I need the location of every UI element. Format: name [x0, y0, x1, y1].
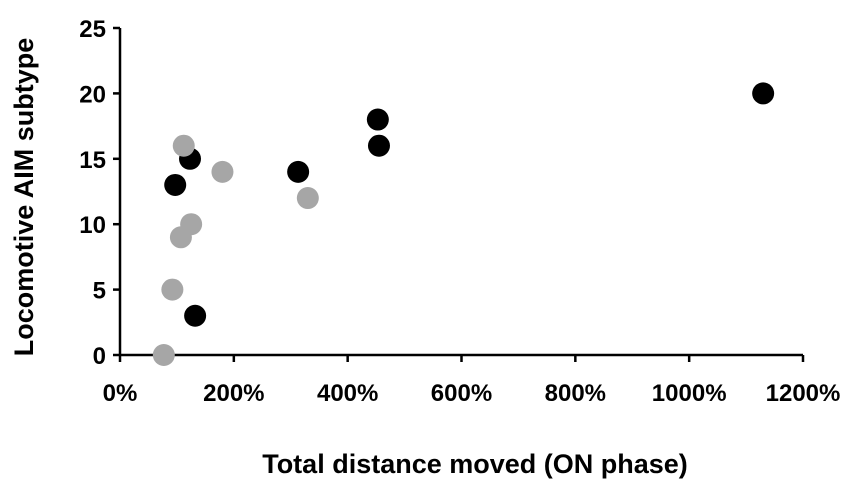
x-axis: 0% 200% 400% 600% 800% 1000% 1200%	[103, 353, 841, 407]
data-point-gray	[161, 278, 184, 301]
x-tick-label: 1200%	[766, 380, 841, 407]
y-tick-label: 5	[93, 278, 106, 305]
y-axis: 0 5 10 15 20 25	[79, 16, 122, 370]
data-point-black	[164, 173, 187, 196]
data-point-black	[367, 134, 390, 157]
data-point-black	[287, 160, 310, 183]
y-tick-label: 20	[79, 81, 106, 108]
y-tick-label: 15	[79, 147, 106, 174]
x-tick-label: 400%	[317, 380, 378, 407]
x-axis-title: Total distance moved (ON phase)	[262, 449, 688, 479]
x-tick-label: 1000%	[652, 380, 727, 407]
data-points	[152, 82, 775, 366]
y-tick-label: 0	[93, 343, 106, 370]
data-point-gray	[172, 134, 195, 157]
data-point-gray	[296, 187, 319, 210]
data-point-gray	[211, 160, 234, 183]
data-point-black	[184, 304, 207, 327]
y-axis-title: Locomotive AIM subtype	[9, 38, 39, 357]
x-tick-label: 200%	[203, 380, 264, 407]
data-point-gray	[180, 213, 203, 236]
y-tick-label: 10	[79, 212, 106, 239]
data-point-black	[752, 82, 775, 105]
x-tick-label: 600%	[431, 380, 492, 407]
y-tick-label: 25	[79, 16, 106, 43]
data-point-gray	[152, 344, 175, 366]
x-tick-label: 800%	[545, 380, 606, 407]
x-tick-label: 0%	[103, 380, 138, 407]
data-point-black	[366, 108, 389, 131]
